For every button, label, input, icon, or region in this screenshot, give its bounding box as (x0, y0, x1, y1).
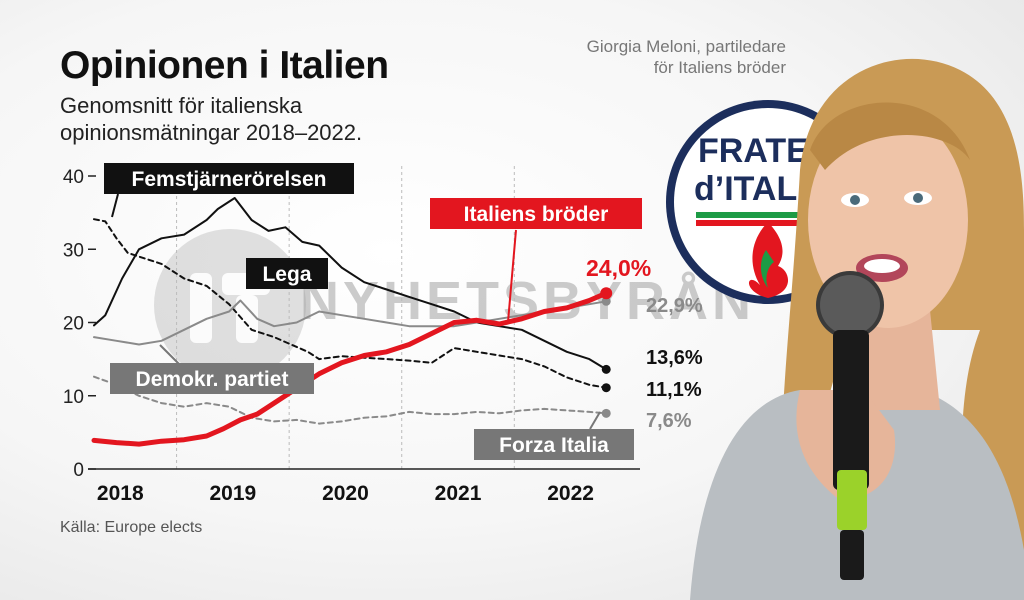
photo-caption-line1: Giorgia Meloni, partiledare (586, 37, 786, 56)
series-line-4 (91, 290, 609, 447)
x-tick-label-2022: 2022 (547, 482, 594, 505)
speaker-photo: FRATE d’ITAL (666, 58, 1024, 600)
series-end-value-1: 13,6% (646, 347, 703, 369)
logo-line1: FRATE (698, 132, 809, 170)
chart-subtitle: Genomsnitt för italienska opinionsmätnin… (60, 93, 363, 145)
microphone-icon (816, 271, 884, 580)
series-end-dot-4 (600, 287, 613, 300)
series-label-1: Lega (262, 263, 311, 286)
series-end-value-2: 22,9% (646, 295, 703, 317)
logo-line2: d’ITAL (694, 170, 797, 208)
y-tick-label-40: 40 (63, 167, 84, 188)
series-end-value-0: 11,1% (646, 379, 702, 401)
y-tick-label-30: 30 (63, 240, 84, 261)
series-label-4: Italiens bröder (464, 203, 609, 226)
x-tick-label-2020: 2020 (322, 482, 369, 505)
series-leader-4 (507, 229, 517, 323)
chart-title: Opinionen i Italien (60, 44, 389, 87)
series-end-dot-0 (601, 383, 611, 393)
series-leader-2 (159, 344, 181, 366)
x-tick-label-2018: 2018 (97, 482, 144, 505)
series-end-dot-1 (601, 364, 611, 374)
series-line-3 (93, 375, 608, 425)
series-leader-3 (589, 411, 601, 430)
series-line-1 (93, 197, 608, 371)
series-leader-0 (111, 193, 119, 218)
series-end-value-3: 7,6% (646, 410, 692, 432)
series-label-box-1 (246, 258, 328, 289)
y-tick-label-10: 10 (63, 387, 84, 408)
x-tick-label-2021: 2021 (435, 482, 482, 505)
photo-caption: Giorgia Meloni, partiledare för Italiens… (560, 36, 786, 78)
series-label-3: Forza Italia (499, 434, 609, 457)
series-label-0: Femstjärnerörelsen (132, 168, 327, 191)
x-tick-label-2019: 2019 (210, 482, 257, 505)
series-end-dot-2 (601, 296, 611, 306)
photo-caption-line2: för Italiens bröder (653, 58, 786, 77)
series-end-dot-3 (601, 408, 611, 418)
series-end-value-4: 24,0% (586, 255, 651, 281)
series-label-box-4 (430, 198, 642, 229)
series-line-2 (93, 299, 608, 346)
series-label-box-0 (104, 163, 354, 194)
y-tick-label-0: 0 (73, 460, 84, 481)
series-label-box-2 (110, 363, 314, 394)
source-note: Källa: Europe elects (60, 519, 203, 536)
y-tick-label-20: 20 (63, 314, 84, 335)
series-line-0 (93, 218, 608, 389)
series-label-box-3 (474, 429, 634, 460)
series-label-2: Demokr. partiet (136, 368, 289, 391)
